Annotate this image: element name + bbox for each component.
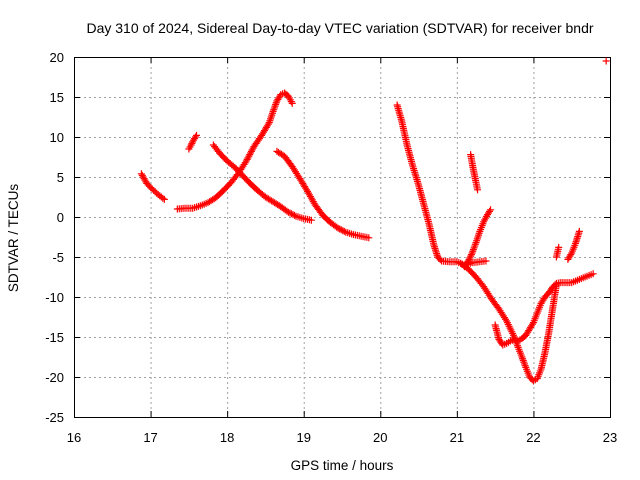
data-point [528,320,536,328]
data-point [602,57,610,65]
y-tick-label: 15 [50,90,64,105]
data-point [436,256,444,264]
data-point [336,225,344,233]
data-point [365,234,373,242]
data-point [291,211,299,219]
data-point [521,362,529,370]
data-point [589,270,597,278]
data-point [519,356,527,364]
data-point [287,210,295,218]
data-point [307,216,315,224]
chart-title: Day 310 of 2024, Sidereal Day-to-day VTE… [86,20,593,36]
y-tick-label: 20 [50,50,64,65]
y-tick-label: 10 [50,130,64,145]
data-point [246,151,254,159]
data-point [272,99,280,107]
data-point [188,139,196,147]
data-point [248,146,256,154]
data-point [513,342,521,350]
plot-frame [74,57,611,418]
x-tick-label: 18 [220,430,234,445]
y-tick-label: 0 [57,210,64,225]
data-point [193,131,201,139]
data-point [487,206,495,214]
data-point [467,252,475,260]
data-point [337,226,345,234]
data-point [466,254,474,262]
data-point [471,240,479,248]
data-points [137,57,610,385]
x-tick-label: 16 [67,430,81,445]
data-point [160,195,168,203]
grid-lines [74,57,610,417]
x-tick-label: 19 [296,430,310,445]
y-tick-label: -25 [45,410,64,425]
data-point [187,141,195,149]
x-tick-labels: 16 17 18 19 20 21 22 23 [67,430,617,445]
y-axis-label: SDTVAR / TECUs [6,184,21,293]
x-tick-label: 17 [143,430,157,445]
axis-ticks [74,57,611,418]
data-point [264,120,272,128]
x-tick-label: 20 [373,430,387,445]
data-point [243,155,251,163]
data-point [339,227,347,235]
data-point [244,154,252,162]
data-point [242,157,250,165]
y-tick-label: 5 [57,170,64,185]
x-tick-label: 21 [450,430,464,445]
data-point [474,186,482,194]
data-point [464,257,472,265]
data-point [334,224,342,232]
data-point [555,243,563,251]
data-point [551,281,559,289]
data-point [270,104,278,112]
data-point [467,251,475,259]
data-point [191,133,199,141]
y-tick-label: -20 [45,370,64,385]
data-point [289,211,297,219]
data-point [465,255,473,263]
data-point [288,99,296,107]
x-tick-label: 22 [526,430,540,445]
x-tick-label: 23 [603,430,617,445]
data-point [567,251,575,259]
data-point [247,147,255,155]
data-point [286,209,294,217]
y-tick-label: -5 [52,250,64,265]
data-point [159,194,167,202]
data-point [575,227,583,235]
data-point [340,227,348,235]
data-point [486,207,494,215]
x-axis-label: GPS time / hours [291,458,394,473]
data-point [247,149,255,157]
y-tick-label: -15 [45,330,64,345]
y-tick-labels: 20 15 10 5 0 -5 -10 -15 -20 -25 [45,50,64,425]
data-point [482,257,490,265]
data-point [245,152,253,160]
y-tick-label: -10 [45,290,64,305]
data-point [469,246,477,254]
data-point [284,208,292,216]
